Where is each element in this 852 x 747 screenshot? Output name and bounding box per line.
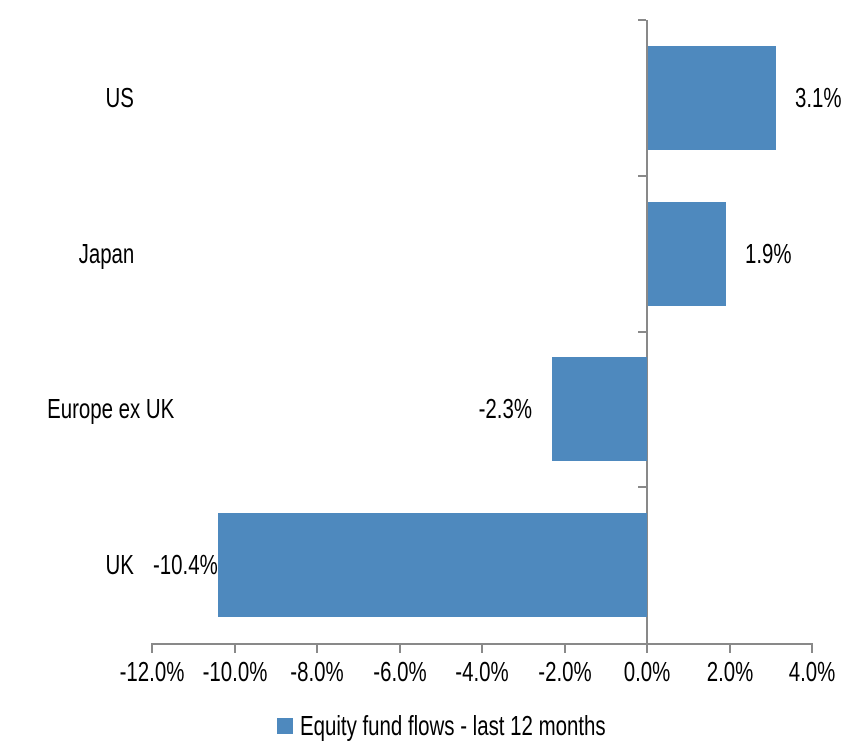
x-axis-tick-8.0 bbox=[316, 643, 318, 653]
x-axis-tick-label-6.0: -6.0% bbox=[372, 656, 427, 687]
bar-europe-ex-uk bbox=[552, 357, 647, 462]
x-axis-tick-4.0 bbox=[811, 643, 813, 653]
bar-us bbox=[648, 45, 776, 150]
zero-axis-line bbox=[646, 20, 648, 653]
x-axis-tick-4.0 bbox=[481, 643, 483, 653]
x-axis-tick-label-8.0: -8.0% bbox=[290, 656, 344, 687]
data-label-japan: 1.9% bbox=[745, 237, 792, 269]
y-axis-tick bbox=[638, 486, 646, 489]
x-axis-tick-2.0 bbox=[728, 643, 731, 653]
category-label-europe-ex-uk: Europe ex UK bbox=[47, 393, 175, 425]
x-axis-tick-label-0.0: 0.0% bbox=[623, 656, 671, 687]
category-label-japan: Japan bbox=[78, 237, 134, 269]
x-axis-tick-label-2.0: -2.0% bbox=[537, 656, 592, 687]
x-axis-tick-6.0 bbox=[398, 643, 401, 653]
x-axis-tick-label-10.0: -10.0% bbox=[202, 656, 267, 687]
x-axis-tick-label-4.0: -4.0% bbox=[455, 656, 509, 687]
x-axis-tick-label-12.0: -12.0% bbox=[119, 656, 185, 687]
y-axis-tick bbox=[638, 19, 646, 21]
legend-swatch-icon bbox=[277, 718, 293, 734]
chart-legend: Equity fund flows - last 12 months bbox=[277, 711, 719, 741]
x-axis-tick-2.0 bbox=[563, 643, 566, 653]
y-axis-tick bbox=[638, 174, 646, 177]
x-axis-tick-label-2.0: 2.0% bbox=[706, 656, 753, 687]
x-axis-tick-label-4.0: 4.0% bbox=[788, 656, 836, 687]
data-label-us: 3.1% bbox=[794, 81, 842, 113]
y-axis-tick bbox=[638, 330, 646, 333]
bar-japan bbox=[648, 201, 727, 306]
x-axis-tick-12.0 bbox=[151, 643, 153, 653]
x-axis-tick-10.0 bbox=[233, 643, 236, 653]
category-label-uk: UK bbox=[105, 549, 134, 581]
data-label-uk: -10.4% bbox=[153, 549, 218, 581]
category-label-us: US bbox=[105, 81, 134, 113]
bar-uk bbox=[218, 513, 647, 618]
legend-label: Equity fund flows - last 12 months bbox=[300, 710, 606, 741]
data-label-europe-ex-uk: -2.3% bbox=[478, 393, 533, 425]
